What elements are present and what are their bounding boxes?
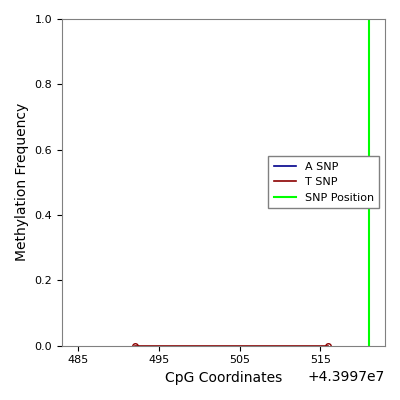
Legend: A SNP, T SNP, SNP Position: A SNP, T SNP, SNP Position	[268, 156, 380, 208]
X-axis label: CpG Coordinates: CpG Coordinates	[165, 371, 282, 385]
T SNP	[326, 343, 331, 348]
Y-axis label: Methylation Frequency: Methylation Frequency	[15, 103, 29, 262]
Line: T SNP: T SNP	[132, 343, 331, 348]
T SNP	[132, 343, 137, 348]
